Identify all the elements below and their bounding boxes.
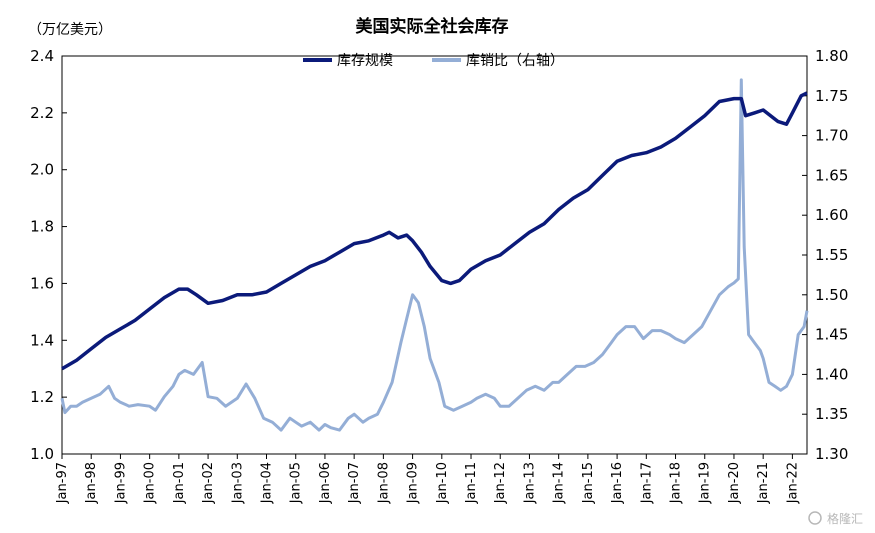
x-tick-label: Jan-10 <box>435 462 450 504</box>
legend-label-inventory: 库存规模 <box>337 53 393 69</box>
right-tick-label: 1.30 <box>815 445 848 463</box>
x-tick-label: Jan-08 <box>376 462 391 504</box>
right-tick-label: 1.65 <box>815 166 848 184</box>
legend: 库存规模 库销比（右轴） <box>303 53 564 69</box>
left-tick-label: 1.6 <box>30 274 54 292</box>
watermark-logo-icon <box>808 511 822 525</box>
x-tick-label: Jan-06 <box>318 462 333 504</box>
x-tick-label: Jan-11 <box>464 462 479 504</box>
x-tick-label: Jan-04 <box>260 462 275 504</box>
x-tick-label: Jan-19 <box>698 462 713 504</box>
left-tick-label: 1.2 <box>30 388 54 406</box>
right-axis-ticks: 1.30 1.35 1.40 1.45 1.50 1.55 1.60 1.65 1.70 1.75… <box>802 47 848 463</box>
right-tick-label: 1.55 <box>815 246 848 264</box>
x-tick-label: Jan-17 <box>639 462 654 504</box>
x-tick-label: Jan-05 <box>289 462 304 504</box>
left-tick-label: 1.4 <box>30 331 54 349</box>
x-tick-label: Jan-22 <box>785 462 800 504</box>
left-tick-label: 2.4 <box>30 47 54 65</box>
left-axis-ticks: 1.0 1.2 1.4 1.6 1.8 2.0 2.2 2.4 <box>30 47 67 463</box>
x-axis-ticks: Jan-97 Jan-98 Jan-99 Jan-00 Jan-01 Jan-02 Jan-… <box>55 454 800 504</box>
x-tick-label: Jan-13 <box>522 462 537 504</box>
left-tick-label: 1.8 <box>30 218 54 236</box>
x-tick-label: Jan-98 <box>84 462 99 504</box>
left-axis-unit: （万亿美元） <box>28 22 112 38</box>
series-line-ratio <box>60 78 809 432</box>
left-tick-label: 1.0 <box>30 445 54 463</box>
right-tick-label: 1.75 <box>815 87 848 105</box>
x-tick-label: Jan-09 <box>406 462 421 504</box>
x-tick-label: Jan-99 <box>113 462 128 504</box>
x-tick-label: Jan-15 <box>581 462 596 504</box>
x-tick-label: Jan-02 <box>201 462 216 504</box>
x-tick-label: Jan-18 <box>669 462 684 504</box>
right-tick-label: 1.80 <box>815 47 848 65</box>
left-tick-label: 2.2 <box>30 104 54 122</box>
chart-title: 美国实际全社会库存 <box>356 16 509 37</box>
right-tick-label: 1.60 <box>815 206 848 224</box>
plot-area <box>61 55 808 455</box>
right-tick-label: 1.35 <box>815 405 848 423</box>
right-tick-label: 1.50 <box>815 286 848 304</box>
x-tick-label: Jan-07 <box>347 462 362 504</box>
x-tick-label: Jan-97 <box>55 462 70 504</box>
x-tick-label: Jan-20 <box>727 462 742 504</box>
right-tick-label: 1.70 <box>815 127 848 145</box>
x-tick-label: Jan-01 <box>172 462 187 504</box>
series-line-inventory <box>61 91 808 371</box>
x-tick-label: Jan-12 <box>493 462 508 504</box>
x-tick-label: Jan-21 <box>756 462 771 504</box>
x-tick-label: Jan-00 <box>143 462 158 504</box>
left-tick-label: 2.0 <box>30 161 54 179</box>
legend-label-ratio: 库销比（右轴） <box>466 53 564 69</box>
watermark-text: 格隆汇 <box>827 511 863 526</box>
x-tick-label: Jan-16 <box>610 462 625 504</box>
right-tick-label: 1.40 <box>815 365 848 383</box>
right-tick-label: 1.45 <box>815 326 848 344</box>
x-tick-label: Jan-03 <box>230 462 245 504</box>
x-tick-label: Jan-14 <box>552 462 567 504</box>
